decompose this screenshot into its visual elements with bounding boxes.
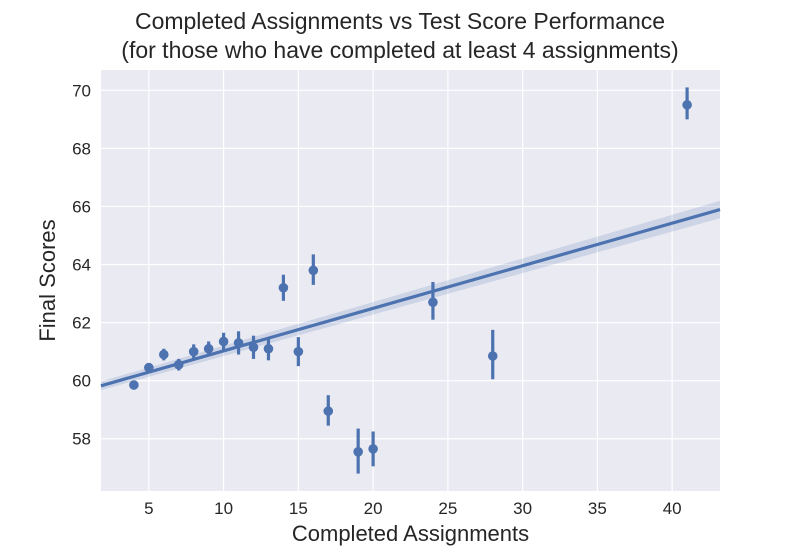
x-tick-label: 30 — [513, 499, 532, 518]
x-axis-label: Completed Assignments — [292, 521, 529, 546]
data-point — [682, 100, 692, 110]
x-tick-label: 15 — [289, 499, 308, 518]
data-points — [129, 100, 692, 457]
data-point — [293, 346, 304, 357]
x-tick-label: 20 — [364, 499, 383, 518]
y-tick-label: 70 — [72, 81, 91, 100]
data-point — [203, 343, 214, 354]
data-point — [129, 380, 139, 390]
data-point — [308, 265, 319, 276]
data-point — [173, 359, 184, 370]
data-point — [323, 406, 334, 416]
data-point — [144, 362, 154, 373]
regression-line — [100, 208, 721, 388]
y-tick-labels: 58 60 62 64 66 68 70 — [72, 81, 91, 448]
data-point — [233, 338, 244, 348]
data-point — [487, 351, 498, 361]
data-point — [263, 343, 274, 354]
y-tick-label: 62 — [72, 314, 91, 333]
y-tick-label: 58 — [72, 430, 91, 449]
x-tick-label: 5 — [144, 499, 153, 518]
x-tick-labels: 5 10 15 20 25 30 35 40 — [144, 499, 682, 518]
data-point — [428, 297, 438, 308]
data-point — [278, 282, 289, 293]
data-point — [248, 342, 259, 353]
y-tick-label: 64 — [72, 256, 91, 275]
chart-title: Completed Assignments vs Test Score Perf… — [134, 8, 666, 34]
data-point — [188, 346, 199, 357]
regression-line-group — [100, 208, 721, 388]
data-point — [353, 447, 363, 457]
data-point — [218, 336, 229, 347]
x-tick-label: 40 — [663, 499, 682, 518]
chart-subtitle: (for those who have completed at least 4… — [121, 37, 679, 63]
x-tick-label: 35 — [588, 499, 607, 518]
y-tick-label: 68 — [72, 139, 91, 158]
grid-lines — [101, 70, 720, 491]
y-tick-label: 66 — [72, 197, 91, 216]
plot-area — [101, 70, 720, 491]
y-axis-label: Final Scores — [35, 219, 60, 341]
data-point — [368, 444, 378, 454]
data-point — [158, 349, 169, 360]
x-tick-label: 25 — [438, 499, 457, 518]
y-tick-label: 60 — [72, 372, 91, 391]
x-tick-label: 10 — [214, 499, 233, 518]
